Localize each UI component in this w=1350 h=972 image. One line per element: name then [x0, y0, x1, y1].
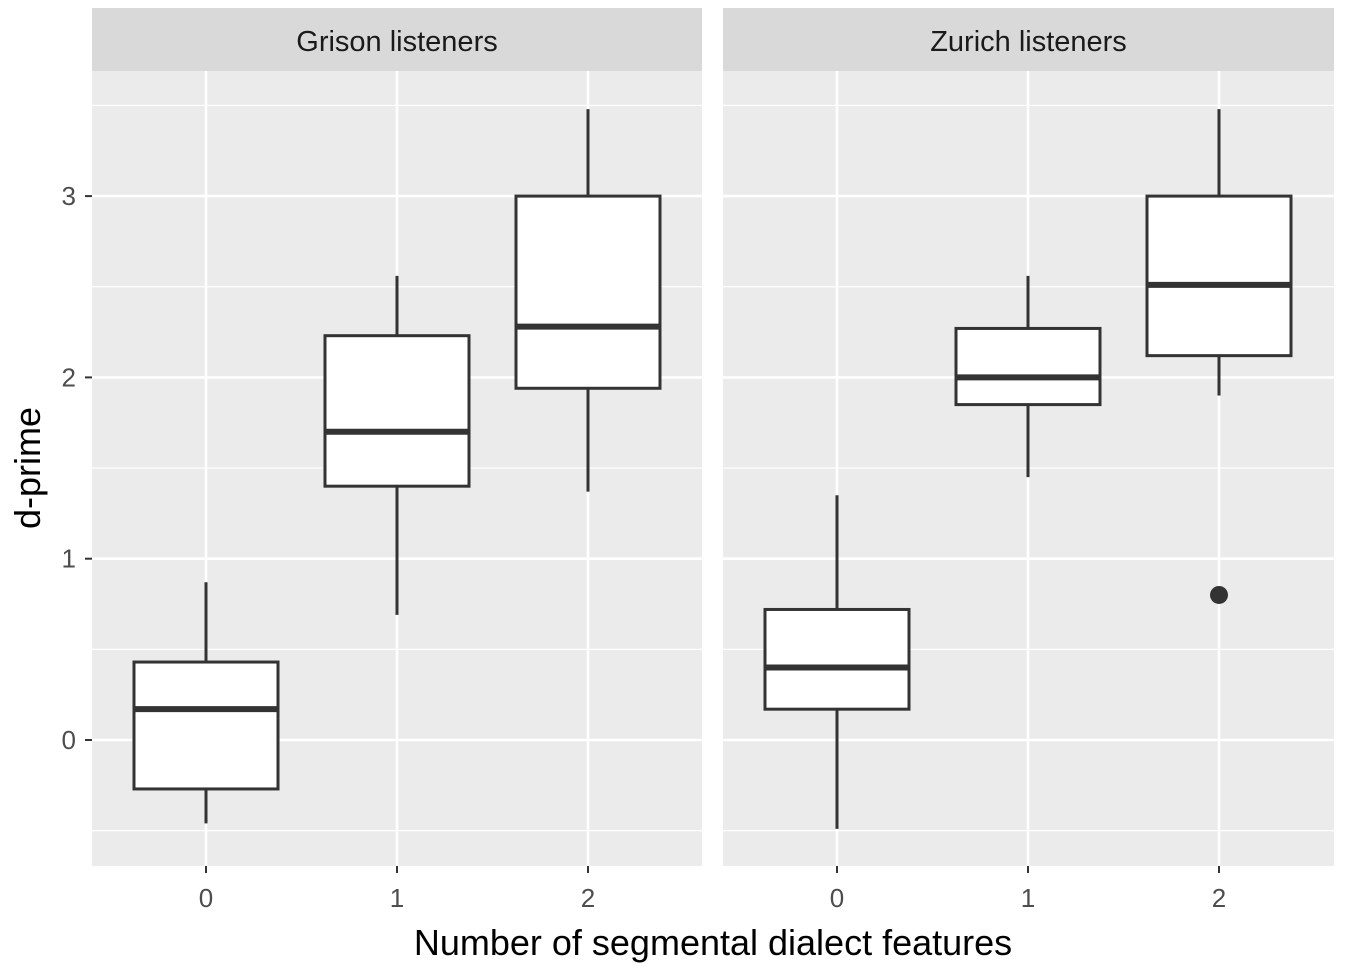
- box-0: [132, 582, 280, 824]
- box-2: [514, 109, 662, 492]
- box-1: [323, 275, 471, 615]
- box-iqr: [763, 607, 911, 711]
- box-2: [1145, 109, 1293, 604]
- box-iqr: [132, 660, 280, 791]
- x-tick-label: 0: [199, 883, 213, 913]
- box-iqr: [323, 334, 471, 488]
- facet-strip: [723, 8, 1334, 71]
- outlier-point: [1210, 585, 1228, 604]
- x-axis-title: Number of segmental dialect features: [414, 922, 1012, 963]
- box-0: [763, 495, 911, 829]
- facet-panel: Grison listeners 0 1 2: [92, 8, 702, 913]
- x-tick-label: 1: [1021, 883, 1035, 913]
- y-tick-label: 1: [62, 544, 76, 574]
- y-axis: 0 1 2 3: [62, 181, 92, 755]
- panels-layer: Grison listeners 0 1 2 Zurich listeners 0 1 2: [92, 8, 1334, 913]
- x-tick-label: 2: [581, 883, 595, 913]
- y-tick-label: 3: [62, 181, 76, 211]
- y-tick-label: 2: [62, 362, 76, 392]
- box-1: [954, 275, 1102, 478]
- box-iqr: [954, 326, 1102, 407]
- x-tick-label: 1: [390, 883, 404, 913]
- facet-panel: Zurich listeners 0 1 2: [723, 8, 1334, 913]
- box-iqr: [1145, 194, 1293, 358]
- x-tick-label: 0: [830, 883, 844, 913]
- y-tick-label: 0: [62, 725, 76, 755]
- y-axis-title: d-prime: [7, 407, 48, 529]
- x-tick-label: 2: [1212, 883, 1226, 913]
- facet-strip: [92, 8, 702, 71]
- facet-title: Zurich listeners: [930, 26, 1127, 58]
- facet-title: Grison listeners: [296, 26, 497, 58]
- box-iqr: [514, 194, 662, 390]
